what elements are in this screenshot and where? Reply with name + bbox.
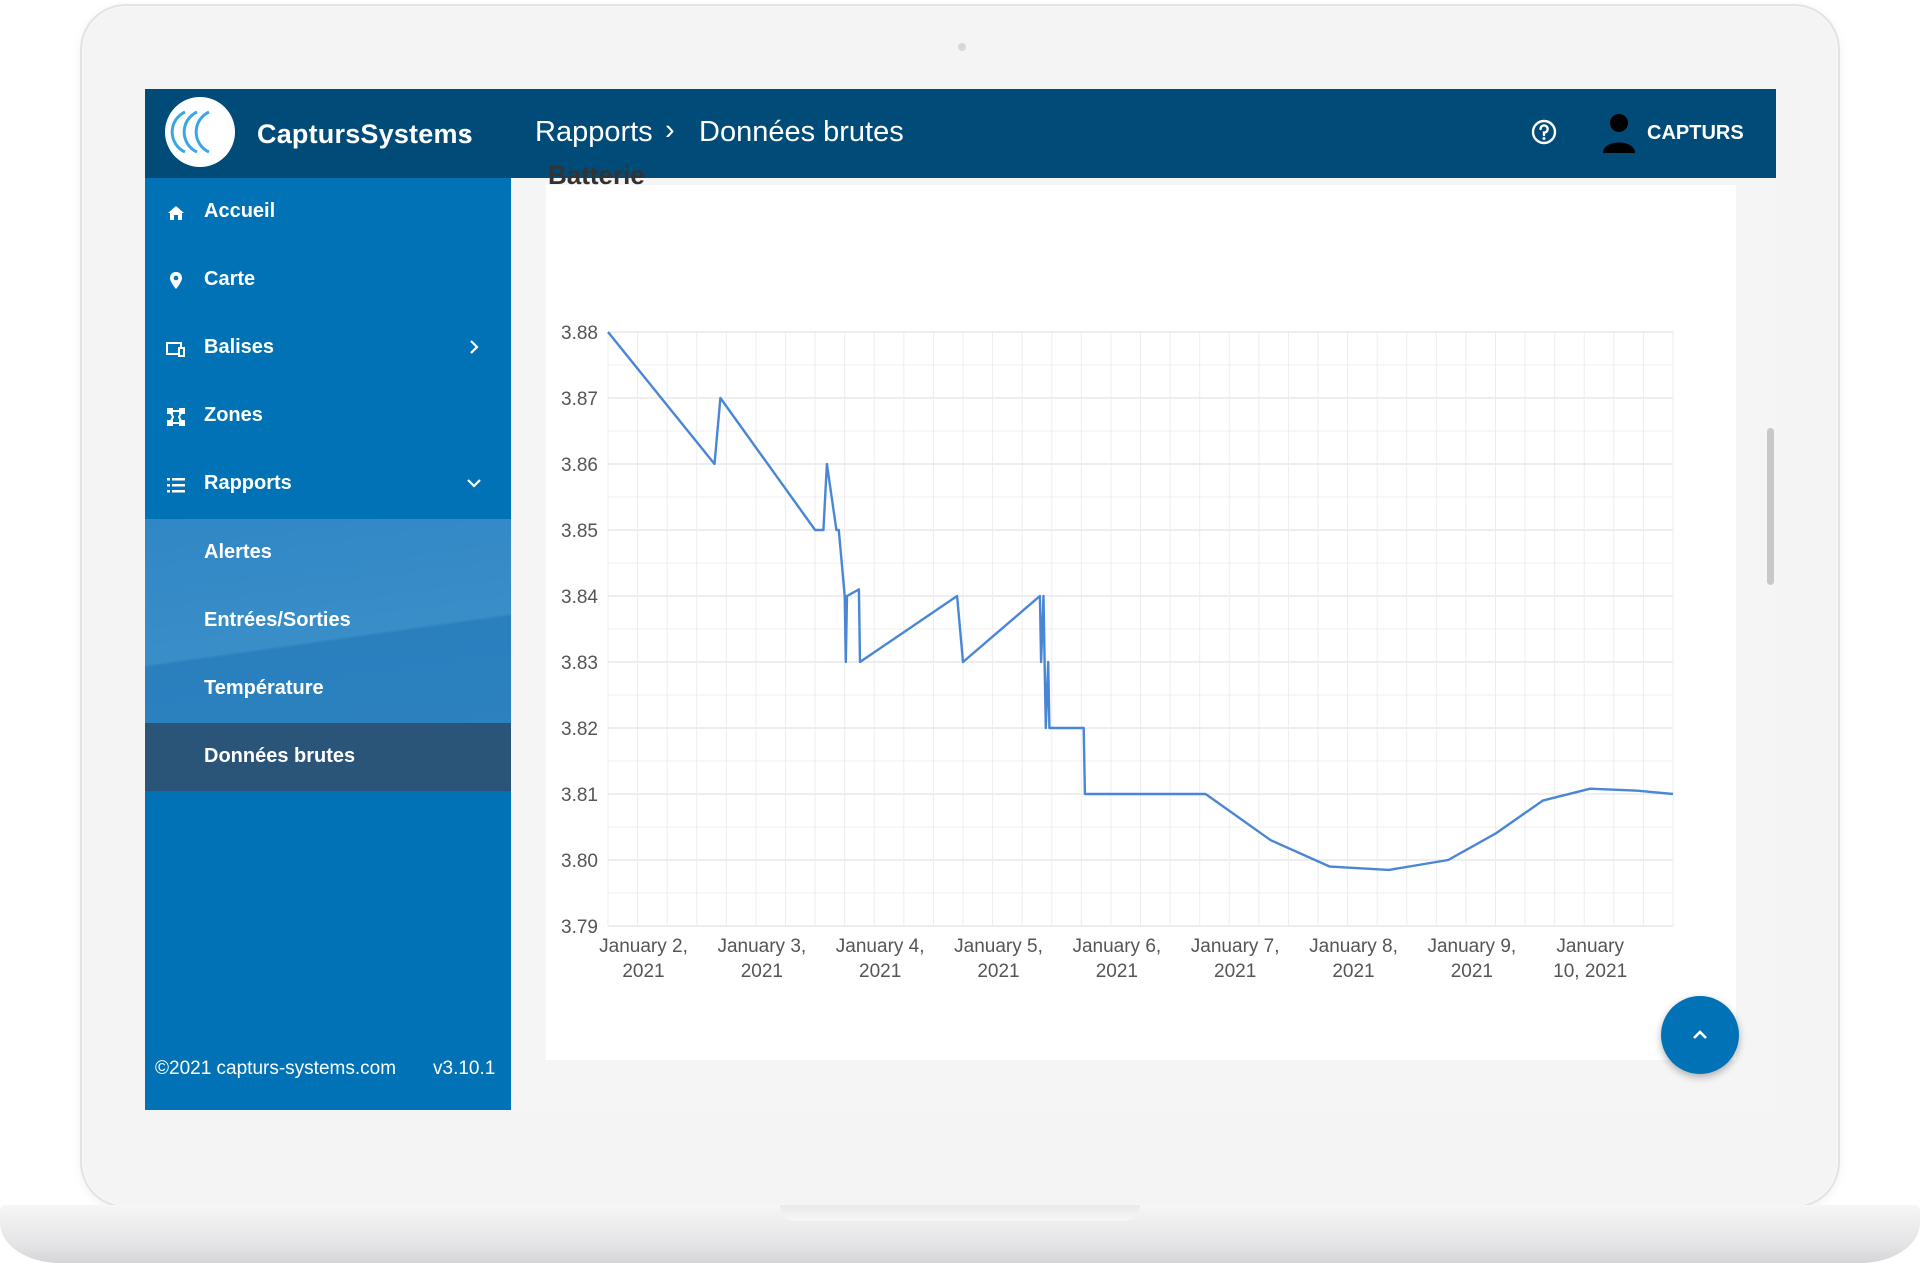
x-tick-label: January 7, 2021 <box>1191 936 1280 982</box>
sidebar-item-accueil[interactable]: Accueil <box>145 178 511 246</box>
sidebar-item-balises[interactable]: Balises <box>145 314 511 382</box>
breadcrumb-parent[interactable]: Rapports <box>535 116 653 148</box>
x-tick-label: January 3, 2021 <box>717 936 806 982</box>
breadcrumb-current: Données brutes <box>699 116 904 148</box>
x-tick-label: January 5, 2021 <box>954 936 1043 982</box>
y-tick-label: 3.86 <box>561 455 598 476</box>
y-tick-label: 3.85 <box>561 521 598 542</box>
laptop-notch <box>780 1205 1140 1221</box>
chevron-right-icon <box>470 340 479 354</box>
sidebar-item-label: Rapports <box>204 472 292 494</box>
series-line-batterie <box>607 331 1674 872</box>
scroll-to-top-button[interactable] <box>1661 996 1739 1074</box>
help-icon[interactable] <box>1530 118 1558 146</box>
user-name[interactable]: CAPTURS <box>1647 122 1744 144</box>
sidebar-subitem-temperature[interactable]: Température <box>145 655 511 723</box>
y-tick-label: 3.80 <box>561 851 598 872</box>
x-tick-label: January 9, 2021 <box>1427 936 1516 982</box>
x-tick-label: January 2, 2021 <box>599 936 688 982</box>
location-pin-icon <box>170 272 182 289</box>
app-screen: CaptursSystems ‹ Rapports › Données brut… <box>145 89 1776 1110</box>
y-tick-label: 3.87 <box>561 389 598 410</box>
y-tick-label: 3.84 <box>561 587 598 608</box>
zones-icon <box>167 408 185 426</box>
sidebar-item-rapports[interactable]: Rapports <box>145 450 511 518</box>
camera-dot <box>958 43 966 51</box>
y-tick-label: 3.83 <box>561 653 598 674</box>
scrollbar[interactable] <box>1767 428 1774 585</box>
devices-icon <box>166 342 185 357</box>
logo[interactable] <box>165 97 235 167</box>
y-tick-label: 3.88 <box>561 323 598 344</box>
brand-name: CaptursSystems <box>257 119 473 149</box>
sidebar-subitem-label: Alertes <box>204 541 272 563</box>
sidebar-subitem-label: Température <box>204 677 324 699</box>
footer-copyright[interactable]: ©2021 capturs-systems.com <box>155 1058 397 1079</box>
sidebar-item-carte[interactable]: Carte <box>145 246 511 314</box>
y-tick-label: 3.79 <box>561 917 598 938</box>
chart-grid <box>607 331 1674 927</box>
battery-chart: 3.88 3.87 3.86 3.85 3.84 3.83 3.82 3.81 3.80 3.79… <box>561 323 1674 982</box>
sidebar-item-label: Accueil <box>204 200 276 222</box>
footer-version: v3.10.1 <box>433 1058 496 1079</box>
breadcrumb-separator: › <box>665 114 675 146</box>
list-icon <box>167 478 185 493</box>
sidebar-subitem-donnees-brutes[interactable]: Données brutes <box>145 723 511 791</box>
home-icon <box>168 206 184 220</box>
sidebar-item-zones[interactable]: Zones <box>145 382 511 450</box>
sidebar-item-label: Balises <box>204 336 275 358</box>
sidebar: Accueil Carte Balises <box>145 178 511 1110</box>
user-avatar-icon[interactable] <box>1600 111 1638 153</box>
y-tick-label: 3.81 <box>561 785 598 806</box>
y-tick-label: 3.82 <box>561 719 598 740</box>
chevron-down-icon <box>467 479 481 488</box>
x-tick-label: January 6, 2021 <box>1072 936 1161 982</box>
x-tick-label: January 10, 2021 <box>1553 936 1627 982</box>
sidebar-collapse-icon[interactable]: ‹ <box>463 121 471 146</box>
sidebar-subitem-label: Données brutes <box>204 745 356 767</box>
sidebar-item-label: Zones <box>204 404 263 426</box>
logo-waves-icon <box>170 110 210 154</box>
sidebar-item-label: Carte <box>204 268 256 290</box>
chevron-up-icon <box>1693 1030 1707 1039</box>
x-tick-label: January 4, 2021 <box>836 936 925 982</box>
x-tick-label: January 8, 2021 <box>1309 936 1398 982</box>
sidebar-subitem-entrees-sorties[interactable]: Entrées/Sorties <box>145 587 511 655</box>
top-bar: CaptursSystems ‹ Rapports › Données brut… <box>145 89 1776 178</box>
sidebar-subitem-label: Entrées/Sorties <box>204 609 351 631</box>
sidebar-subitem-alertes[interactable]: Alertes <box>145 519 511 587</box>
